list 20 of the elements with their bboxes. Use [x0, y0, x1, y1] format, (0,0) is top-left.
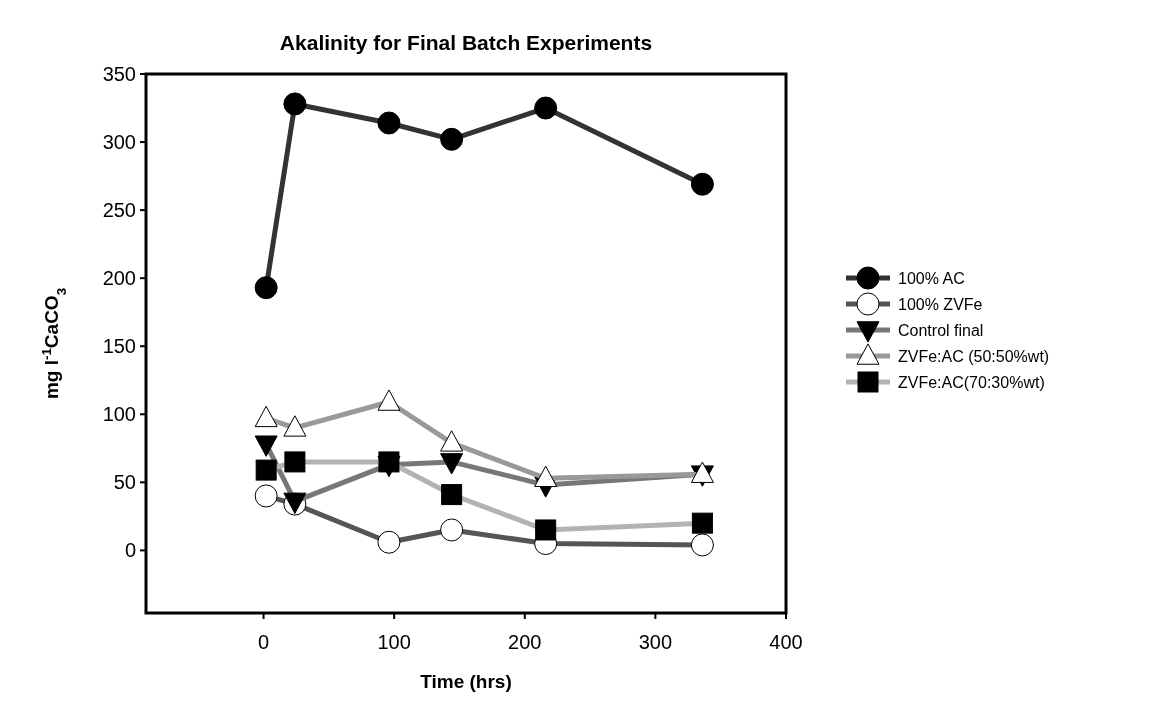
y-tick-label: 0 — [124, 539, 136, 562]
x-tick-label: 200 — [508, 631, 542, 653]
x-tick-label: 300 — [638, 631, 673, 653]
x-axis-title: Time (hrs) — [420, 671, 512, 692]
y-tick-label: 300 — [102, 131, 136, 154]
y-tick-label: 150 — [102, 335, 136, 358]
legend-label: 100% ZVFe — [898, 295, 983, 313]
y-tick-label: 50 — [113, 471, 136, 494]
y-tick-label: 250 — [102, 199, 136, 222]
legend-label: ZVFe:AC (50:50%wt) — [898, 347, 1050, 365]
legend-label: 100% AC — [898, 269, 965, 287]
y-tick-label: 100 — [102, 403, 136, 426]
legend-label: ZVFe:AC(70:30%wt) — [898, 373, 1045, 391]
x-tick-label: 100 — [377, 631, 411, 653]
chart-title: Akalinity for Final Batch Experiments — [279, 31, 653, 54]
y-tick-label: 200 — [102, 267, 136, 290]
x-tick-label: 400 — [769, 631, 803, 653]
legend-label: Control final — [898, 321, 984, 339]
x-tick-label: 0 — [257, 631, 270, 653]
y-tick-label: 350 — [102, 63, 136, 85]
